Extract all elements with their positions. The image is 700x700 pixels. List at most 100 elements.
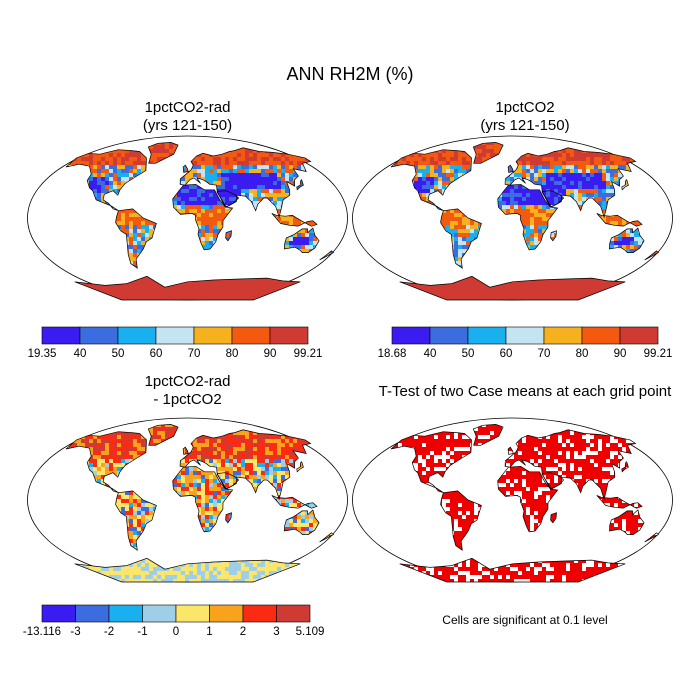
coastline-new-zealand — [644, 250, 660, 261]
colorbar-label: 99.21 — [294, 348, 323, 360]
colorbar-ctrl: 18.68 40 50 60 70 80 90 99.21 — [378, 326, 673, 360]
colorbar-label: 40 — [424, 348, 437, 360]
colorbar-label: -3 — [70, 626, 80, 638]
colorbar-box — [505, 326, 545, 345]
colorbar-box — [242, 604, 277, 623]
colorbar-box — [209, 604, 244, 623]
coastline-uk — [182, 164, 189, 173]
coastline-antarctica — [74, 557, 301, 583]
colorbar-label: 90 — [264, 348, 277, 360]
colorbar-box — [193, 326, 233, 345]
coastline-greenland — [472, 424, 504, 446]
coastline-africa — [172, 465, 234, 533]
ttest-note: Cells are significant at 0.1 level — [442, 613, 608, 627]
colorbar-label: 80 — [226, 348, 239, 360]
colorbar-box — [276, 604, 311, 623]
coastline-north-america — [65, 431, 147, 494]
colorbar-box — [619, 326, 659, 345]
colorbar-label: 90 — [614, 348, 627, 360]
coastline-greenland — [147, 142, 179, 164]
colorbar-label: 60 — [500, 348, 513, 360]
colorbar-box — [391, 326, 431, 345]
coastline-australia — [283, 509, 320, 535]
coastline-madagascar — [550, 512, 557, 524]
coastline-indonesia — [596, 495, 643, 509]
coastline-north-america — [390, 431, 472, 494]
coastline-japan — [621, 461, 629, 473]
coastline-antarctica — [399, 557, 626, 583]
colorbar-label: -1 — [137, 626, 147, 638]
colorbar-label: 70 — [538, 348, 551, 360]
coastline-australia — [283, 227, 320, 253]
colorbar-box — [79, 326, 119, 345]
map-ctrl — [352, 135, 673, 301]
panel-title-ctrl: 1pctCO2 (yrs 121-150) — [480, 99, 570, 134]
colorbar-box — [429, 326, 469, 345]
panel-title-ttest: T-Test of two Case means at each grid po… — [378, 383, 672, 400]
coastline-africa — [497, 183, 559, 251]
coastline-eurasia — [179, 429, 312, 501]
coastline-arabia — [216, 190, 240, 208]
coastline-south-america — [115, 208, 157, 269]
coastline-africa — [497, 465, 559, 533]
coastline-madagascar — [550, 230, 557, 242]
coastline-new-zealand — [319, 532, 335, 543]
coastline-madagascar — [225, 512, 232, 524]
colorbar-box — [269, 326, 309, 345]
colorbar-box — [41, 326, 81, 345]
coastline-uk — [507, 164, 514, 173]
coastline-africa — [172, 183, 234, 251]
coastline-greenland — [147, 424, 179, 446]
coastline-new-zealand — [644, 532, 660, 543]
colorbar-label: 19.35 — [28, 348, 57, 360]
coastline-arabia — [541, 190, 565, 208]
panel-title-diff: 1pctCO2-rad - 1pctCO2 — [144, 373, 231, 408]
colorbar-label: 40 — [74, 348, 87, 360]
coastline-south-america — [115, 490, 157, 551]
coastline-arabia — [541, 472, 565, 490]
colorbar-label: 3 — [273, 626, 279, 638]
panel-title-rad: 1pctCO2-rad (yrs 121-150) — [142, 99, 233, 134]
colorbar-box — [155, 326, 195, 345]
coastline-australia — [608, 227, 645, 253]
coastline-eurasia — [504, 429, 637, 501]
colorbar-box — [41, 604, 76, 623]
colorbar-diff: -13.116 -3 -2 -1 0 1 2 3 5.109 — [23, 604, 325, 638]
colorbar-label: 5.109 — [296, 626, 325, 638]
coastline-new-zealand — [319, 250, 335, 261]
colorbar-label: 60 — [150, 348, 163, 360]
colorbar-box — [75, 604, 110, 623]
colorbar-label: 70 — [188, 348, 201, 360]
coastline-north-america — [65, 149, 147, 212]
colorbar-box — [108, 604, 143, 623]
map-rad — [27, 135, 348, 301]
coastline-japan — [296, 179, 304, 191]
coastline-north-america — [390, 149, 472, 212]
colorbar-box — [543, 326, 583, 345]
colorbar-label: -2 — [104, 626, 114, 638]
colorbar-box — [175, 604, 210, 623]
map-ttest — [352, 417, 673, 583]
colorbar-box — [142, 604, 177, 623]
colorbar-label: 99.21 — [644, 348, 673, 360]
coastline-indonesia — [271, 213, 318, 227]
colorbar-rad: 19.35 40 50 60 70 80 90 99.21 — [28, 326, 323, 360]
colorbar-label: 18.68 — [378, 348, 407, 360]
coastline-south-america — [440, 490, 482, 551]
colorbar-label: 50 — [112, 348, 125, 360]
coastline-japan — [296, 461, 304, 473]
coastline-antarctica — [74, 275, 301, 301]
coastline-japan — [621, 179, 629, 191]
coastline-eurasia — [179, 147, 312, 219]
coastline-arabia — [216, 472, 240, 490]
coastline-madagascar — [225, 230, 232, 242]
coastline-greenland — [472, 142, 504, 164]
coastline-australia — [608, 509, 645, 535]
coastline-eurasia — [504, 147, 637, 219]
map-diff — [27, 417, 348, 583]
colorbar-label: 80 — [576, 348, 589, 360]
coastline-indonesia — [271, 495, 318, 509]
coastline-indonesia — [596, 213, 643, 227]
coastline-uk — [507, 446, 514, 455]
colorbar-label: 0 — [173, 626, 179, 638]
